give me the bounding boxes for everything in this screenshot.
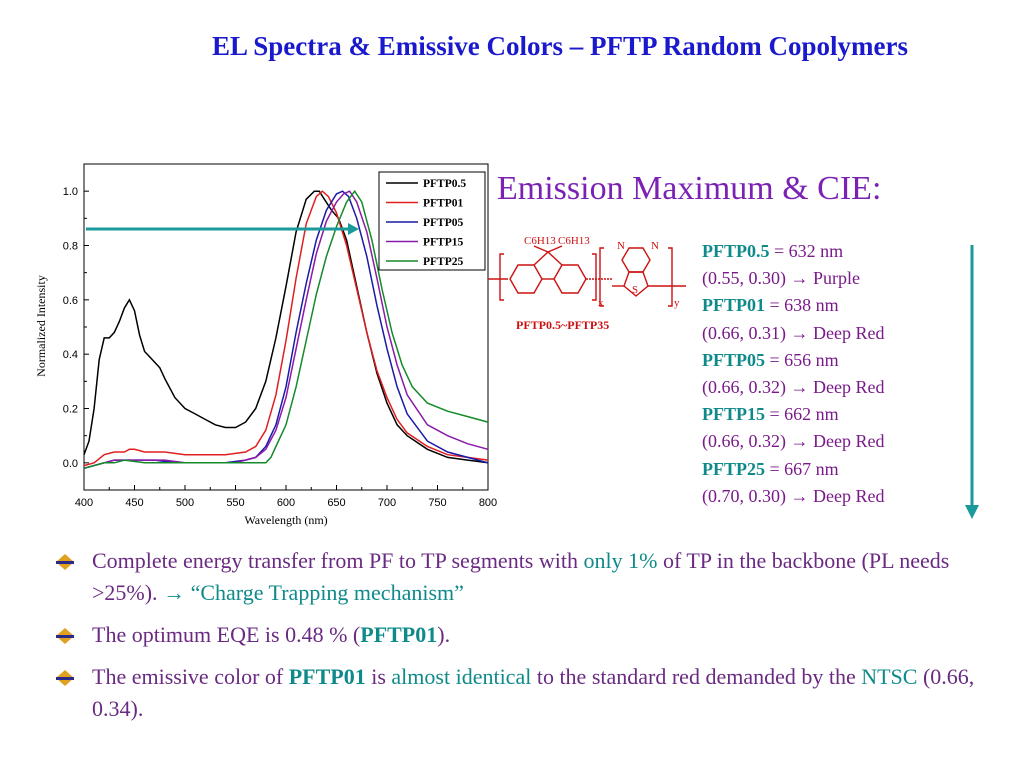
bullet-text: The emissive color of (92, 664, 289, 689)
cie-coords: (0.70, 0.30) → Deep Red (702, 485, 885, 506)
alkyl-bond-1 (533, 245, 549, 253)
legend-box (378, 171, 486, 271)
cie-value: = 662 nm (765, 404, 839, 425)
x-tick-label: 800 (479, 497, 497, 509)
y-tick-label: 0.0 (63, 458, 78, 470)
legend-label: PFTP0.5 (423, 178, 466, 190)
thiophene-ring (623, 271, 649, 297)
cie-name: PFTP05 (702, 349, 765, 370)
series-line-pftp01 (83, 190, 489, 467)
y-tick-label: 0.2 (63, 404, 78, 416)
cie-name: PFTP25 (702, 458, 765, 479)
x-tick-label: 750 (428, 497, 446, 509)
alkyl-bond-2 (547, 245, 563, 253)
cie-entry: PFTP05 = 656 nm (0.66, 0.32) → Deep Red (702, 347, 884, 401)
bullet-highlight: NTSC (861, 664, 918, 689)
x-tick-label: 450 (125, 497, 143, 509)
cie-value: = 638 nm (765, 295, 839, 316)
bullet-list: Complete energy transfer from PF to TP s… (56, 545, 976, 735)
bullet-highlight: PFTP01 (288, 664, 366, 689)
cie-name: PFTP15 (702, 404, 765, 425)
legend-label: PFTP25 (423, 256, 463, 268)
legend-label: PFTP05 (423, 217, 463, 229)
substituent-left: C6H13 (524, 235, 556, 247)
bracket-right (592, 253, 597, 301)
index-y: y (674, 297, 680, 309)
index-x: x (598, 297, 604, 309)
cie-coords: (0.66, 0.32) → Deep Red (702, 431, 885, 452)
y-axis: 0.0 0.2 0.4 0.6 0.8 1.0 (63, 163, 89, 491)
cie-coords: (0.66, 0.31) → Deep Red (702, 322, 885, 343)
el-spectra-chart: 400 450 500 550 600 650 700 750 800 0.0 0.2 0.4 0.6… (34, 163, 497, 527)
bracket-left (499, 253, 504, 301)
series-line-pftp15 (83, 190, 489, 470)
y-tick-label: 0.4 (63, 349, 78, 361)
bullet-highlight: PFTP01 (360, 622, 438, 647)
fluorene-ring-right (553, 264, 587, 294)
bullet-text: Complete energy transfer from PF to TP s… (92, 548, 584, 573)
bullet-text: to the standard red demanded by the (531, 664, 862, 689)
slide-title: EL Spectra & Emissive Colors – PFTP Rand… (212, 31, 908, 61)
cie-entry: PFTP15 = 662 nm (0.66, 0.32) → Deep Red (702, 401, 884, 455)
cie-value: = 632 nm (769, 241, 844, 261)
cie-name: PFTP0.5 (702, 241, 770, 261)
cie-entry: PFTP25 = 667 nm (0.70, 0.30) → Deep Red (702, 456, 884, 510)
bullet-icon (56, 628, 74, 644)
cie-value: = 667 nm (765, 458, 839, 479)
energy-arrow-head (348, 223, 359, 235)
bracket-right-2 (668, 247, 673, 307)
bullet-highlight: almost identical (391, 664, 532, 689)
legend-label: PFTP15 (423, 237, 463, 249)
y-tick-label: 1.0 (63, 186, 78, 198)
x-tick-label: 700 (378, 497, 396, 509)
cie-coords: (0.66, 0.32) → Deep Red (702, 377, 885, 398)
fluorene-ring-left (509, 264, 543, 294)
cie-coords: (0.55, 0.30) → Purple (702, 268, 860, 289)
bullet-text: The optimum EQE is 0.48 % ( (92, 622, 361, 647)
series-line-pftp25 (83, 189, 489, 470)
y-axis-label: Normalized Intensity (34, 275, 48, 377)
pyrazine-ring (621, 247, 651, 273)
bullet-item: The optimum EQE is 0.48 % (PFTP01). (56, 619, 976, 651)
bullet-text: (0.66, 0.34). (92, 664, 975, 721)
legend-label: PFTP01 (423, 198, 463, 210)
bullet-highlight: only 1% (583, 548, 658, 573)
x-axis: 400 450 500 550 600 650 700 750 800 (75, 485, 497, 509)
bullet-text: ). (437, 622, 451, 647)
bullet-icon (56, 670, 74, 686)
x-axis-label: Wavelength (nm) (244, 513, 327, 527)
series-group (83, 189, 489, 470)
structure-label: PFTP0.5~PFTP35 (516, 318, 609, 332)
cie-entry: PFTP01 = 638 nm (0.66, 0.31) → Deep Red (702, 292, 884, 346)
bullet-text: of TP in the backbone (PL needs >25%). (92, 548, 950, 605)
y-tick-label: 0.8 (63, 241, 78, 253)
atom-n-right: N (651, 240, 659, 252)
cie-list: PFTP0.5 = 632 nm (0.55, 0.30) → Purple PF… (702, 238, 884, 510)
chemical-structure: C6H13 C6H13 N N S x y PFTP0.5~PFTP35 (488, 235, 686, 332)
down-arrow-icon (965, 245, 979, 519)
bracket-left-2 (599, 247, 604, 307)
fluorene-bridge (533, 251, 563, 266)
cie-entry: PFTP0.5 = 632 nm (0.55, 0.30) → Purple (702, 238, 884, 292)
x-tick-label: 550 (226, 497, 244, 509)
atom-s: S (632, 284, 638, 296)
emission-heading: Emission Maximum & CIE: (497, 170, 882, 207)
x-tick-label: 600 (277, 497, 295, 509)
legend: PFTP0.5 PFTP01 PFTP05 PFTP15 PFTP25 (386, 178, 466, 268)
bullet-text: is (365, 664, 392, 689)
bullet-icon (56, 554, 74, 570)
x-tick-label: 500 (176, 497, 194, 509)
y-tick-label: 0.6 (63, 295, 78, 307)
atom-n-left: N (617, 240, 625, 252)
substituent-right: C6H13 (558, 235, 590, 247)
bullet-item: Complete energy transfer from PF to TP s… (56, 545, 976, 609)
x-tick-label: 650 (327, 497, 345, 509)
bullet-item: The emissive color of PFTP01 is almost i… (56, 661, 976, 725)
cie-value: = 656 nm (765, 349, 839, 370)
bullet-highlight: → “Charge Trapping mechanism” (163, 580, 464, 605)
cie-name: PFTP01 (702, 295, 765, 316)
x-tick-label: 400 (75, 497, 93, 509)
